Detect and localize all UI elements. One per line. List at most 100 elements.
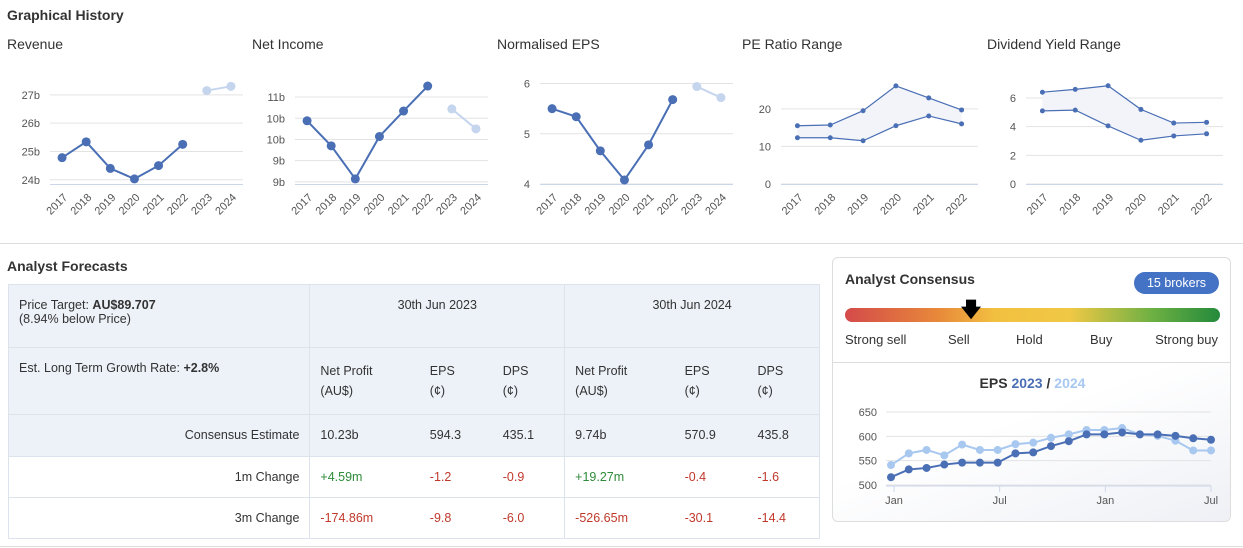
x-tick-label: Jan	[1096, 495, 1114, 507]
y-tick-label: 650	[859, 407, 877, 419]
x-tick-label: 2019	[583, 192, 609, 218]
y-tick-label: 24b	[22, 175, 40, 187]
data-point	[1171, 431, 1180, 440]
table-cell: -1.6	[747, 456, 820, 498]
data-point	[860, 108, 866, 114]
x-tick-label: 2020	[878, 192, 904, 218]
range-area	[797, 85, 962, 141]
data-point	[794, 135, 800, 141]
data-point	[794, 123, 800, 129]
y-tick-label: 6	[1010, 93, 1016, 105]
data-point	[1204, 131, 1210, 137]
x-tick-label: 2017	[289, 192, 315, 218]
y-tick-label: 550	[859, 456, 877, 468]
table-cell: 435.8	[747, 414, 820, 457]
data-point	[1138, 106, 1144, 112]
brokers-badge[interactable]: 15 brokers	[1133, 272, 1219, 294]
history-chart-3: 0 10 20 2017 2018 2019 2020 2021 2022	[759, 83, 978, 218]
data-point	[1082, 430, 1091, 439]
data-point	[940, 460, 949, 469]
growth-value: +2.8%	[183, 361, 220, 375]
column-header: EPS (¢)	[674, 347, 748, 415]
table-cell: -1.2	[419, 456, 493, 498]
x-tick-label: 2022	[410, 192, 436, 218]
price-target-value: AU$89.707	[92, 298, 156, 312]
y-tick-label: 11b	[267, 92, 285, 104]
arrow-down-icon: 🡇	[960, 299, 982, 321]
data-point	[547, 104, 557, 114]
column-header: EPS (¢)	[419, 347, 493, 415]
data-point	[644, 140, 654, 150]
x-tick-label: 2022	[1189, 192, 1215, 218]
x-tick-label: 2018	[69, 192, 95, 218]
table-cell: -526.65m	[564, 497, 675, 539]
y-tick-label: 0	[1010, 179, 1016, 191]
data-point	[1072, 107, 1078, 113]
price-target-cell: Price Target: AU$89.707 (8.94% below Pric…	[7, 284, 311, 348]
gauge-label: Hold	[1016, 332, 1043, 347]
actual-line	[551, 99, 674, 182]
y-tick-label: 10b	[267, 134, 285, 146]
forecast-table: Price Target: AU$89.707 (8.94% below Pric…	[7, 284, 820, 539]
x-tick-label: 2019	[93, 192, 119, 218]
y-tick-label: 0	[765, 179, 771, 191]
growth-rate-cell: Est. Long Term Growth Rate: +2.8%	[7, 347, 311, 415]
data-point	[959, 107, 965, 113]
table-cell: -14.4	[747, 497, 820, 539]
data-point	[399, 106, 409, 116]
data-point	[471, 124, 481, 134]
data-point	[571, 112, 581, 122]
x-tick-label: 2024	[213, 192, 239, 218]
lower-line	[1042, 109, 1207, 141]
upper-line	[797, 85, 962, 127]
x-tick-label: 2017	[1025, 192, 1051, 218]
y-tick-label: 20	[759, 104, 771, 116]
x-tick-label: 2020	[117, 192, 143, 218]
data-point	[619, 175, 629, 185]
y-tick-label: 25b	[22, 146, 40, 158]
data-point	[904, 449, 913, 458]
x-tick-label: 2023	[189, 192, 215, 218]
data-point	[692, 82, 702, 92]
y-tick-label: 4	[1010, 122, 1016, 134]
y-tick-label: 2	[1010, 150, 1016, 162]
data-point	[1064, 437, 1073, 446]
data-point	[595, 146, 605, 156]
data-point	[154, 161, 164, 171]
table-cell: -9.8	[419, 497, 493, 539]
range-area	[1042, 85, 1207, 141]
x-tick-label: 2017	[780, 192, 806, 218]
data-point	[1029, 438, 1038, 447]
actual-line	[61, 140, 184, 181]
x-tick-label: 2021	[631, 192, 657, 218]
data-point	[827, 135, 833, 141]
x-tick-label: 2023	[434, 192, 460, 218]
x-tick-label: 2018	[314, 192, 340, 218]
table-row: 1m Change +4.59m -1.2 -0.9 +19.27m -0.4 -1.6	[7, 456, 820, 498]
lower-line	[797, 115, 962, 142]
data-point	[226, 81, 236, 91]
consensus-title: Analyst Consensus	[845, 271, 975, 287]
row-label: 1m Change	[7, 456, 311, 498]
actual-line	[306, 85, 429, 181]
legend-2024: 2024	[1054, 375, 1086, 391]
data-point	[827, 122, 833, 128]
data-point	[1011, 440, 1020, 449]
y-tick-label: 10b	[267, 113, 285, 125]
chart-title: Net Income	[252, 36, 324, 52]
table-cell: +4.59m	[309, 456, 420, 498]
data-point	[1039, 89, 1045, 95]
data-point	[1100, 430, 1109, 439]
data-point	[716, 93, 726, 103]
period-2024-header: 30th Jun 2024	[564, 284, 820, 348]
period-2023-header: 30th Jun 2023	[309, 284, 566, 348]
data-point	[423, 81, 433, 91]
x-tick-label: Jul	[1204, 495, 1218, 507]
data-point	[959, 121, 965, 127]
y-tick-label: 600	[859, 431, 877, 443]
x-tick-label: 2019	[1090, 192, 1116, 218]
table-cell: 594.3	[419, 414, 493, 457]
table-cell: 10.23b	[309, 414, 420, 457]
column-header: DPS (¢)	[747, 347, 820, 415]
